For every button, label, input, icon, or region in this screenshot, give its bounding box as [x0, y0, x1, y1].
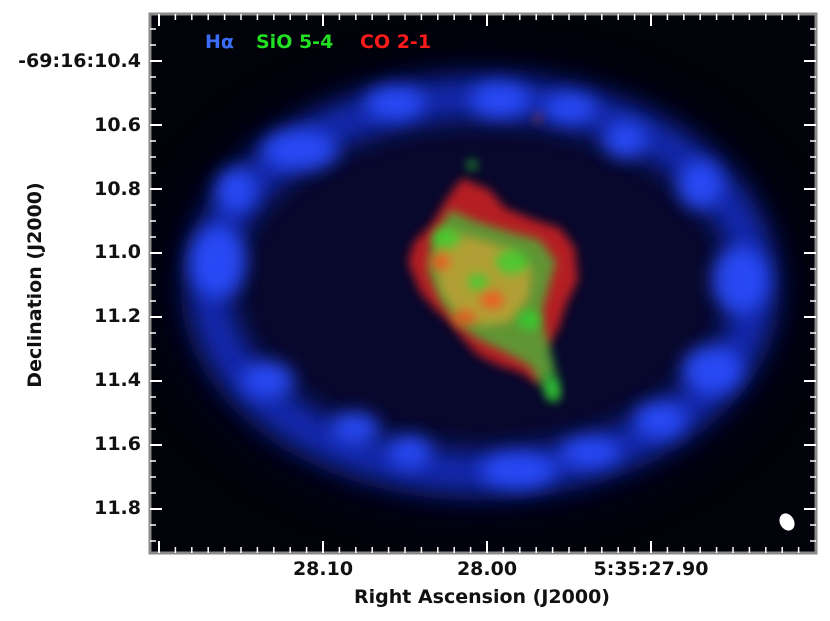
- axis-ticks: [150, 14, 816, 553]
- halpha-ring: [188, 76, 776, 494]
- y-tick-label: 11.4: [94, 369, 141, 391]
- x-tick-labels: 28.10 28.00 5:35:27.90: [293, 558, 709, 580]
- y-axis-title: Declination (J2000): [24, 182, 46, 387]
- y-tick-label: 11.8: [94, 497, 141, 519]
- x-tick-label: 28.10: [293, 558, 353, 580]
- beam-ellipse-icon: [779, 513, 795, 531]
- y-tick-labels: -69:16:10.4 10.6 10.8 11.0 11.2 11.4 11.…: [18, 50, 141, 519]
- y-tick-label: -69:16:10.4: [18, 50, 141, 72]
- image-panel: Hα SiO 5-4 CO 2-1: [150, 14, 816, 553]
- legend-sio: SiO 5-4: [256, 31, 333, 53]
- x-tick-label: 28.00: [457, 558, 517, 580]
- y-tick-label: 11.0: [94, 241, 141, 263]
- x-tick-label: 5:35:27.90: [594, 558, 709, 580]
- legend: Hα SiO 5-4 CO 2-1: [205, 31, 431, 53]
- plot-frame: [148, 12, 818, 555]
- y-tick-label: 10.8: [94, 178, 141, 200]
- y-tick-label: 11.2: [94, 305, 141, 327]
- y-tick-label: 10.6: [94, 114, 141, 136]
- x-axis-title: Right Ascension (J2000): [354, 586, 610, 608]
- legend-co: CO 2-1: [360, 31, 431, 53]
- ejecta-emission: [408, 114, 578, 402]
- y-tick-label: 11.6: [94, 433, 141, 455]
- legend-halpha: Hα: [205, 31, 234, 53]
